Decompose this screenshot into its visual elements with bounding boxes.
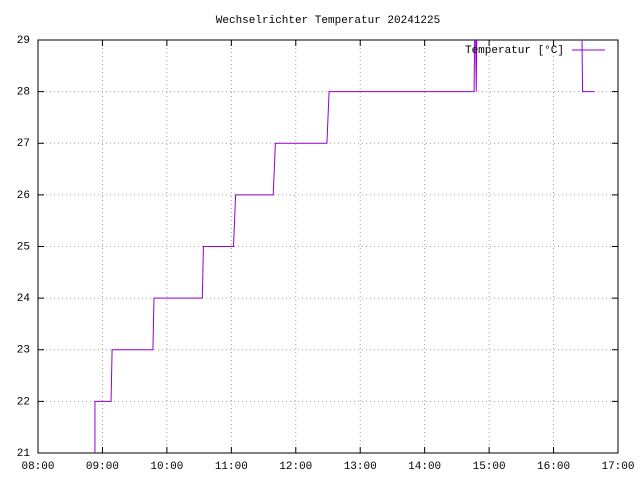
- x-tick-label: 09:00: [86, 461, 119, 473]
- x-tick-label: 11:00: [215, 461, 248, 473]
- x-tick-label: 17:00: [601, 461, 634, 473]
- y-tick-label: 27: [17, 138, 30, 150]
- y-tick-label: 21: [17, 448, 31, 460]
- y-tick-label: 26: [17, 190, 30, 202]
- y-tick-label: 23: [17, 345, 30, 357]
- x-tick-label: 15:00: [473, 461, 506, 473]
- plot-border: [37, 39, 619, 454]
- x-tick-label: 08:00: [21, 461, 54, 473]
- x-tick-label: 13:00: [344, 461, 377, 473]
- y-tick-label: 24: [17, 293, 31, 305]
- x-tick-label: 12:00: [279, 461, 312, 473]
- chart-title: Wechselrichter Temperatur 20241225: [216, 15, 440, 27]
- y-tick-label: 22: [17, 396, 30, 408]
- y-tick-label: 25: [17, 241, 30, 253]
- x-tick-label: 10:00: [150, 461, 183, 473]
- x-tick-label: 16:00: [537, 461, 570, 473]
- y-tick-label: 29: [17, 35, 30, 47]
- legend-label: Temperatur [°C]: [465, 45, 564, 57]
- x-tick-label: 14:00: [408, 461, 441, 473]
- data-line: [94, 40, 595, 453]
- y-tick-label: 28: [17, 87, 30, 99]
